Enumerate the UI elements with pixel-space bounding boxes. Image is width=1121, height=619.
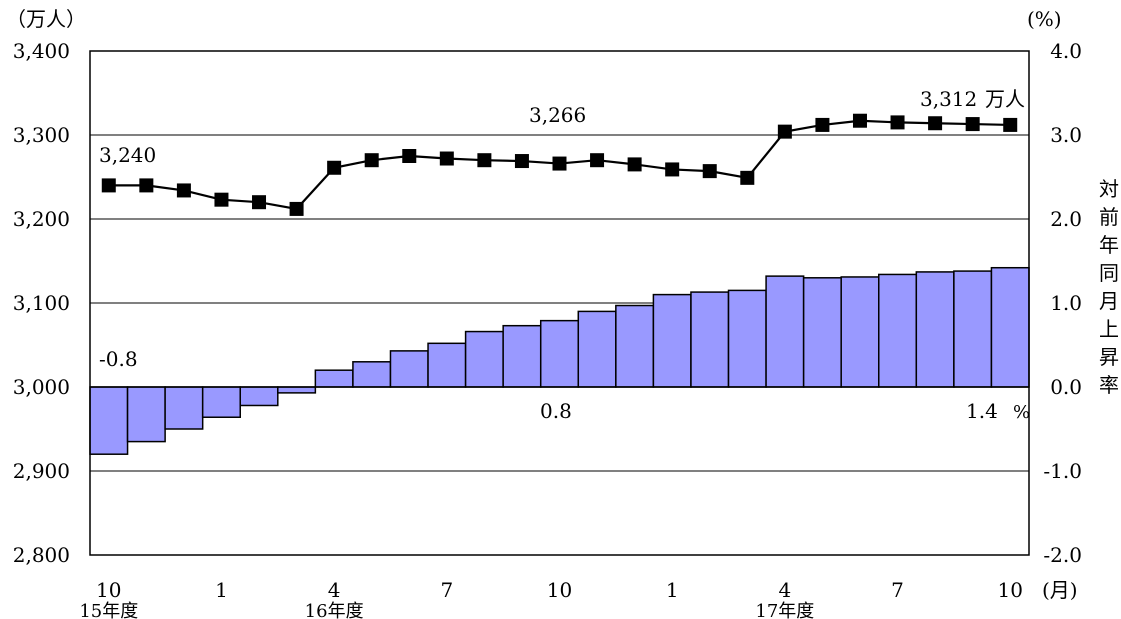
bar xyxy=(164,386,204,430)
line-marker xyxy=(890,115,905,130)
right-tick-label: -1.0 xyxy=(1043,459,1082,483)
left-tick-label: 2,900 xyxy=(13,459,70,483)
x-year-label: 16年度 xyxy=(305,601,364,619)
annotation-bar-start: -0.8 xyxy=(99,347,138,371)
left-axis-unit: （万人） xyxy=(6,7,86,31)
x-tick-label: 4 xyxy=(328,578,341,602)
line-marker xyxy=(665,162,680,177)
line-marker xyxy=(402,149,417,163)
annotation-line-mid: 3,266 xyxy=(529,103,586,127)
bar xyxy=(352,361,392,388)
x-year-label: 15年度 xyxy=(79,601,138,619)
line-marker xyxy=(364,153,379,168)
line-marker xyxy=(777,124,792,139)
line-marker xyxy=(252,195,267,210)
x-tick-label: 1 xyxy=(666,578,679,602)
right-axis-unit: (%) xyxy=(1027,7,1062,31)
bar xyxy=(990,266,1030,388)
annotation-line-start: 3,240 xyxy=(99,143,156,167)
bar xyxy=(277,386,317,394)
line-series xyxy=(101,113,1018,216)
line-marker xyxy=(327,160,342,175)
right-tick-label: 0.0 xyxy=(1050,375,1082,399)
annotation-bar-end-unit: % xyxy=(1013,402,1030,423)
line-marker xyxy=(214,192,229,207)
bar xyxy=(953,270,993,388)
line-marker xyxy=(176,183,191,198)
x-tick-label: 10 xyxy=(997,578,1022,602)
line-marker xyxy=(627,157,642,172)
bar xyxy=(126,386,166,443)
bar xyxy=(201,386,241,418)
line-marker xyxy=(289,201,304,216)
bar xyxy=(615,304,655,388)
line-marker xyxy=(139,178,154,193)
line-marker xyxy=(552,156,567,171)
line-marker xyxy=(1003,117,1018,132)
line-marker xyxy=(740,170,755,185)
right-axis-label: 対前年同月上昇率 xyxy=(1099,177,1119,397)
left-tick-label: 3,400 xyxy=(13,39,70,63)
bar xyxy=(464,330,504,388)
x-tick-label: 7 xyxy=(891,578,904,602)
annotation-line-end-unit: 万人 xyxy=(985,87,1025,111)
bar xyxy=(539,319,580,388)
bar xyxy=(840,276,880,388)
x-tick-label: 4 xyxy=(778,578,791,602)
bar xyxy=(802,277,842,388)
x-tick-label: 7 xyxy=(440,578,453,602)
bar xyxy=(765,275,805,388)
bar xyxy=(915,271,955,388)
x-tick-label: 1 xyxy=(215,578,228,602)
line-marker xyxy=(965,117,980,132)
bar xyxy=(652,293,692,388)
line-marker xyxy=(852,113,867,128)
line-marker xyxy=(101,178,116,193)
bar xyxy=(727,289,767,388)
bar xyxy=(690,291,730,388)
x-axis-unit: (月) xyxy=(1042,578,1078,602)
right-tick-label: 1.0 xyxy=(1050,291,1082,315)
bar xyxy=(89,386,129,455)
line-marker xyxy=(702,164,717,179)
left-tick-label: 3,100 xyxy=(13,291,70,315)
left-axis-ticks: 3,400 3,300 3,200 3,100 3,000 2,900 2,800 xyxy=(13,39,70,567)
plot-area-border xyxy=(89,50,1030,556)
x-tick-label: 10 xyxy=(547,578,572,602)
bar xyxy=(577,310,617,388)
x-year-label: 17年度 xyxy=(755,601,814,619)
left-tick-label: 3,300 xyxy=(13,123,70,147)
bar xyxy=(502,324,542,388)
annotation-bar-end-value: 1.4 xyxy=(966,399,998,423)
right-tick-label: -2.0 xyxy=(1043,543,1082,567)
left-tick-label: 2,800 xyxy=(13,543,70,567)
right-tick-label: 3.0 xyxy=(1050,123,1082,147)
right-tick-label: 4.0 xyxy=(1050,39,1082,63)
bar xyxy=(239,386,279,407)
bar xyxy=(878,273,918,388)
line-marker xyxy=(928,116,943,131)
bar xyxy=(427,342,467,388)
annotation-bar-mid: 0.8 xyxy=(540,399,572,423)
line-marker xyxy=(815,117,830,132)
left-tick-label: 3,200 xyxy=(13,207,70,231)
bar xyxy=(314,369,354,388)
right-axis-ticks: 4.0 3.0 2.0 1.0 0.0 -1.0 -2.0 xyxy=(1043,39,1082,567)
bar xyxy=(389,350,429,388)
right-tick-label: 2.0 xyxy=(1050,207,1082,231)
line-marker xyxy=(477,153,492,168)
annotation-line-end-value: 3,312 xyxy=(920,87,977,111)
line-marker xyxy=(590,153,605,168)
left-tick-label: 3,000 xyxy=(13,375,70,399)
bar-series xyxy=(89,266,1030,455)
x-tick-label: 10 xyxy=(96,578,121,602)
line-marker xyxy=(439,151,454,166)
line-marker xyxy=(514,154,529,169)
